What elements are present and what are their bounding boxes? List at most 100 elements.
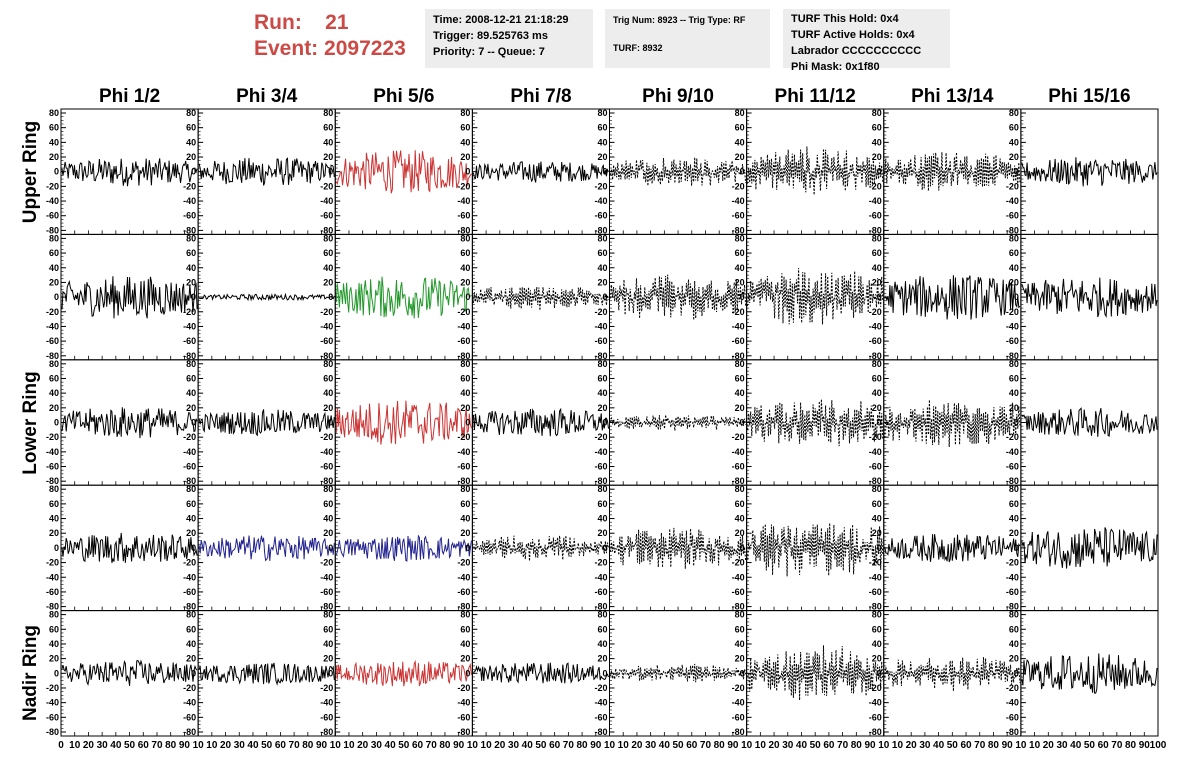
y-tick-label: 40	[49, 263, 59, 273]
y-tick-label: -20	[1006, 307, 1019, 317]
y-tick-label: 80	[186, 484, 196, 494]
y-tick-label: 40	[597, 639, 607, 649]
y-tick-label: 80	[735, 233, 745, 243]
x-tick-label: 10	[69, 740, 81, 751]
x-tick-label: 10	[206, 740, 218, 751]
x-tick-label: 80	[439, 740, 451, 751]
y-tick-label: 60	[323, 624, 333, 634]
x-tick-label: 70	[974, 740, 986, 751]
waveform-trace	[335, 276, 472, 319]
y-tick-label: 60	[597, 499, 607, 509]
y-tick-label: -20	[732, 307, 745, 317]
y-tick-label: 40	[1009, 514, 1019, 524]
y-tick-label: 20	[49, 654, 59, 664]
x-tick-label: 30	[1056, 740, 1068, 751]
y-tick-label: 40	[186, 514, 196, 524]
y-tick-label: 80	[323, 108, 333, 118]
x-tick-label: 40	[933, 740, 945, 751]
y-tick-label: -80	[869, 351, 882, 361]
y-tick-label: 60	[323, 373, 333, 383]
y-tick-label: -60	[183, 712, 196, 722]
x-tick-label: 20	[1043, 740, 1055, 751]
y-tick-label: 80	[186, 233, 196, 243]
y-tick-label: -80	[594, 351, 607, 361]
x-tick-label: 10	[1029, 740, 1041, 751]
y-tick-label: -60	[46, 336, 59, 346]
y-tick-label: 20	[597, 528, 607, 538]
x-tick-label: 20	[631, 740, 643, 751]
y-tick-label: -40	[320, 447, 333, 457]
y-tick-label: -20	[869, 307, 882, 317]
y-tick-label: -80	[457, 476, 470, 486]
phi-mask-line: Phi Mask: 0x1f80	[791, 61, 880, 73]
y-tick-label: 60	[872, 373, 882, 383]
y-tick-label: 60	[323, 499, 333, 509]
y-tick-label: 60	[49, 123, 59, 133]
y-tick-label: 40	[323, 263, 333, 273]
y-tick-label: 80	[323, 359, 333, 369]
x-tick-label: 10	[604, 740, 616, 751]
waveform-panel: -80 -60 -40 -20 0 20 40 60 80	[46, 233, 199, 361]
y-tick-label: 0	[740, 668, 745, 678]
y-tick-label: -20	[1006, 432, 1019, 442]
y-tick-label: 80	[872, 233, 882, 243]
x-tick-label: 10	[741, 740, 753, 751]
y-tick-label: -80	[732, 727, 745, 737]
panel-frame	[197, 108, 336, 235]
x-tick-label: 20	[83, 740, 95, 751]
x-tick-label: 10	[467, 740, 479, 751]
y-tick-label: -80	[732, 476, 745, 486]
waveform-trace	[1021, 653, 1158, 694]
y-tick-label: -80	[320, 225, 333, 235]
y-tick-label: 60	[735, 123, 745, 133]
y-tick-label: 20	[872, 152, 882, 162]
y-tick-label: 60	[1009, 373, 1019, 383]
y-tick-label: 60	[49, 373, 59, 383]
y-tick-label: 80	[460, 484, 470, 494]
y-tick-label: 0	[54, 167, 59, 177]
y-tick-label: -20	[869, 558, 882, 568]
y-tick-label: 20	[1009, 277, 1019, 287]
y-tick-label: -80	[869, 727, 882, 737]
panel-frame	[746, 233, 885, 361]
y-tick-label: -40	[594, 447, 607, 457]
y-tick-label: 80	[735, 610, 745, 620]
y-tick-label: -80	[457, 727, 470, 737]
x-tick-label: 70	[289, 740, 301, 751]
y-tick-label: -20	[183, 683, 196, 693]
y-tick-label: -60	[457, 587, 470, 597]
y-tick-label: 60	[735, 624, 745, 634]
column-header: Phi 13/14	[911, 86, 994, 107]
y-tick-label: 40	[460, 639, 470, 649]
waveform-trace	[884, 275, 1021, 320]
x-tick-label: 30	[508, 740, 520, 751]
x-tick-label: 10	[755, 740, 767, 751]
y-tick-label: 80	[872, 359, 882, 369]
column-header: Phi 7/8	[510, 86, 572, 107]
y-tick-label: -40	[457, 321, 470, 331]
x-tick-label: 10	[193, 740, 205, 751]
y-tick-label: -60	[183, 587, 196, 597]
waveform-panel: -80 -60 -40 -20 0 20 40 60 80	[46, 610, 199, 737]
y-tick-label: 40	[323, 639, 333, 649]
x-tick-label: 90	[590, 740, 602, 751]
waveform-trace	[1021, 407, 1158, 437]
x-tick-label: 50	[1084, 740, 1096, 751]
y-tick-label: 0	[1014, 543, 1019, 553]
x-tick-label: 30	[234, 740, 246, 751]
x-tick-label: 10	[878, 740, 890, 751]
waveform-panel: -80 -60 -40 -20 0 20 40 60 80	[732, 108, 885, 235]
y-tick-label: -20	[732, 683, 745, 693]
y-tick-label: 80	[597, 484, 607, 494]
x-tick-label: 20	[357, 740, 369, 751]
waveform-trace	[610, 157, 747, 186]
y-tick-label: 80	[186, 610, 196, 620]
x-tick-label: 10	[330, 740, 342, 751]
y-tick-label: 60	[49, 499, 59, 509]
y-tick-label: -60	[869, 587, 882, 597]
y-tick-label: 0	[877, 167, 882, 177]
y-tick-label: -60	[1006, 587, 1019, 597]
y-tick-label: -20	[1006, 181, 1019, 191]
y-tick-label: -80	[320, 602, 333, 612]
y-tick-label: -40	[183, 698, 196, 708]
